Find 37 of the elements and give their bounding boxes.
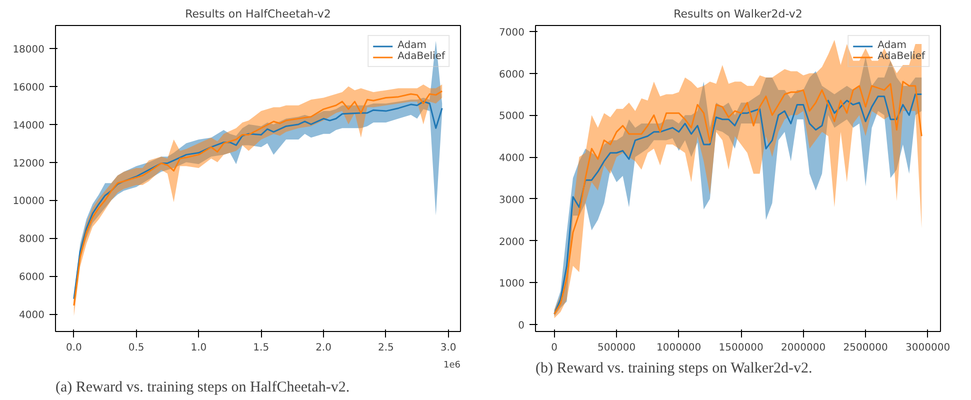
x-tick-label: 1.5 <box>253 342 270 354</box>
y-tick-label: 16000 <box>12 82 44 94</box>
chart-title: Results on HalfCheetah-v2 <box>185 8 331 20</box>
x-tick-label: 1.0 <box>190 342 207 354</box>
y-tick-label: 18000 <box>12 44 44 56</box>
x-tick-label: 2.0 <box>316 342 332 354</box>
text: (b) Reward vs. training steps on Walker2d-v2. <box>536 360 812 376</box>
y-tick-label: 3000 <box>499 194 525 206</box>
y-tick-label: 8000 <box>19 234 45 246</box>
x-tick-label: 500000 <box>597 342 636 354</box>
x-tick-label: 0.0 <box>66 342 82 354</box>
y-tick-label: 5000 <box>499 111 525 122</box>
y-tick-label: 14000 <box>12 120 44 132</box>
x-tick-label: 2000000 <box>781 342 826 354</box>
x-tick-label: 0.5 <box>128 342 144 354</box>
y-tick-label: 4000 <box>499 153 525 164</box>
text: (a) Reward vs. training steps on HalfCheetah-v2. <box>56 380 350 396</box>
y-tick-label: 0 <box>518 320 525 332</box>
chart-title: Results on Walker2d-v2 <box>674 8 802 20</box>
y-tick-label: 7000 <box>499 27 525 38</box>
x-tick-label: 1000000 <box>656 342 702 354</box>
legend-label: Adam <box>878 40 906 51</box>
y-tick-label: 2000 <box>499 236 525 248</box>
y-tick-label: 1000 <box>499 278 525 290</box>
y-tick-label: 12000 <box>12 158 44 170</box>
x-tick-label: 3000000 <box>906 342 950 354</box>
x-tick-label: 1500000 <box>718 342 764 354</box>
y-tick-label: 6000 <box>499 69 525 80</box>
x-tick-label: 3.0 <box>440 342 456 354</box>
x-tick-label: 2500000 <box>843 342 888 354</box>
x-tick-label: 2.5 <box>378 342 394 354</box>
legend-label: Adam <box>398 40 426 51</box>
y-tick-label: 4000 <box>19 310 45 322</box>
y-tick-label: 6000 <box>19 272 45 284</box>
text: 1e6 <box>444 360 461 370</box>
y-tick-label: 10000 <box>12 196 44 208</box>
x-tick-label: 0 <box>551 342 558 354</box>
